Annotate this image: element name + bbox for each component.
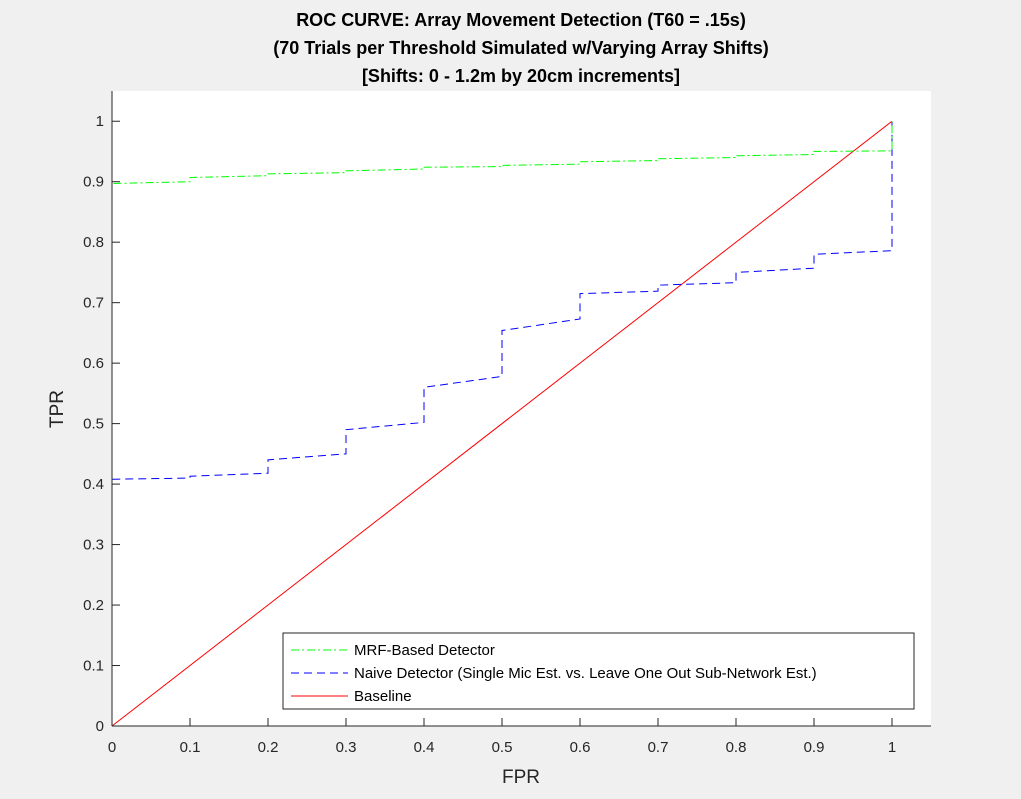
y-tick-label: 0.7 bbox=[83, 295, 104, 312]
y-tick-label: 1 bbox=[96, 113, 104, 130]
legend-label-mrf: MRF-Based Detector bbox=[354, 642, 495, 659]
x-tick-label: 0.9 bbox=[804, 739, 825, 756]
y-tick-label: 0.9 bbox=[83, 174, 104, 191]
y-tick-label: 0 bbox=[96, 718, 104, 735]
y-tick-label: 0.3 bbox=[83, 537, 104, 554]
y-tick-label: 0.1 bbox=[83, 658, 104, 675]
y-tick-label: 0.5 bbox=[83, 416, 104, 433]
y-tick-label: 0.2 bbox=[83, 597, 104, 614]
y-axis-label: TPR bbox=[47, 390, 68, 428]
series-line-mrf-based-detector bbox=[111, 121, 893, 726]
x-tick-label: 0 bbox=[108, 739, 116, 756]
chart-title: ROC CURVE: Array Movement Detection (T60… bbox=[273, 10, 768, 86]
x-tick-label: 0.2 bbox=[258, 739, 279, 756]
x-tick-label: 0.1 bbox=[180, 739, 201, 756]
legend-label-naive: Naive Detector (Single Mic Est. vs. Leav… bbox=[354, 665, 817, 682]
x-tick-label: 0.6 bbox=[570, 739, 591, 756]
x-axis-label: FPR bbox=[502, 767, 540, 788]
y-tick-label: 0.4 bbox=[83, 476, 104, 493]
x-tick-label: 1 bbox=[888, 739, 896, 756]
series-line-baseline bbox=[111, 120, 893, 727]
series-line-naive-detector-single-mi bbox=[111, 121, 893, 726]
title-line-3: [Shifts: 0 - 1.2m by 20cm increments] bbox=[362, 66, 680, 86]
x-tick-label: 0.4 bbox=[414, 739, 435, 756]
y-tick-label: 0.6 bbox=[83, 355, 104, 372]
legend: MRF-Based Detector Naive Detector (Singl… bbox=[282, 632, 915, 710]
x-tick-label: 0.8 bbox=[726, 739, 747, 756]
y-tick-label: 0.8 bbox=[83, 234, 104, 251]
legend-box bbox=[282, 632, 915, 710]
title-line-2: (70 Trials per Threshold Simulated w/Var… bbox=[273, 38, 768, 58]
title-line-1: ROC CURVE: Array Movement Detection (T60… bbox=[296, 10, 746, 30]
x-tick-label: 0.5 bbox=[492, 739, 513, 756]
x-tick-label: 0.7 bbox=[648, 739, 669, 756]
x-tick-label: 0.3 bbox=[336, 739, 357, 756]
legend-label-baseline: Baseline bbox=[354, 688, 412, 705]
